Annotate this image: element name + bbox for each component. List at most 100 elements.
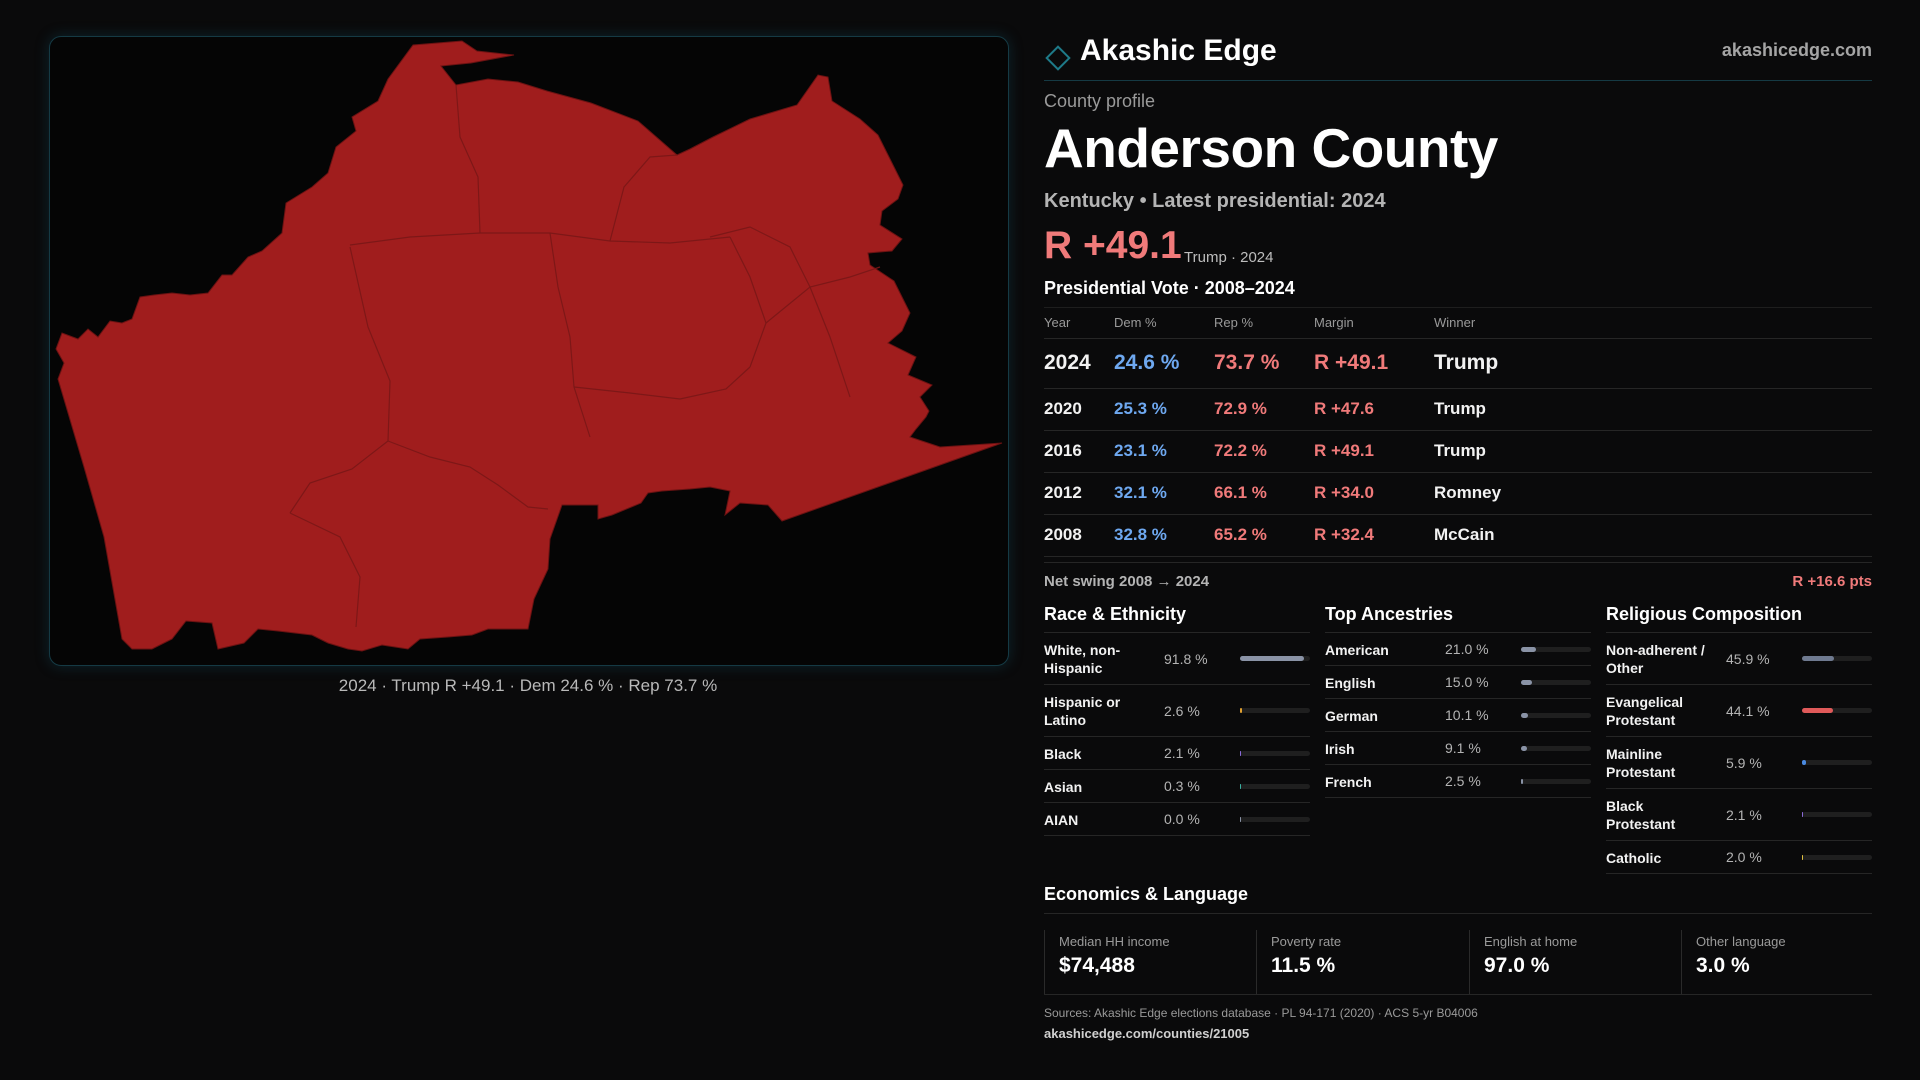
vote-table: Year Dem % Rep % Margin Winner 2024 24.6… [1044, 307, 1872, 557]
ancestry-bar-track [1521, 680, 1591, 685]
ancestry-value: 10.1 % [1445, 707, 1489, 723]
cell-margin: R +32.4 [1314, 525, 1375, 544]
ancestry-label: English [1325, 675, 1376, 691]
cell-year: 2008 [1044, 525, 1082, 544]
county-subtitle: Kentucky • Latest presidential: 2024 [1044, 190, 1386, 212]
stat-value: $74,488 [1059, 954, 1135, 977]
table-row: 2020 25.3 % 72.9 % R +47.6 Trump [1044, 389, 1872, 431]
table-row: 2008 32.8 % 65.2 % R +32.4 McCain [1044, 515, 1872, 557]
ancestry-bar-track [1521, 779, 1591, 784]
list-item: Black Protestant 2.1 % [1606, 789, 1872, 841]
list-item: Hispanic or Latino 2.6 % [1044, 685, 1310, 737]
race-label: Asian [1044, 779, 1083, 795]
race-ethnicity-section: Race & Ethnicity White, non-Hispanic 91.… [1044, 604, 1310, 836]
cell-year: 2024 [1044, 351, 1091, 374]
list-item: American 21.0 % [1325, 633, 1591, 666]
vote-table-header: Year Dem % Rep % Margin Winner [1044, 308, 1872, 339]
race-bar-track [1240, 656, 1310, 661]
list-item: English 15.0 % [1325, 666, 1591, 699]
stat-label: Median HH income [1059, 934, 1170, 949]
religion-bar-fill [1802, 812, 1804, 817]
county-map-panel[interactable] [49, 36, 1009, 666]
ancestry-label: American [1325, 642, 1389, 658]
map-caption: 2024 · Trump R +49.1 · Dem 24.6 % · Rep … [338, 676, 718, 695]
stat-value: 11.5 % [1271, 954, 1336, 977]
race-bar-fill [1240, 656, 1305, 661]
page-title: Anderson County [1044, 117, 1498, 179]
list-item: German 10.1 % [1325, 699, 1591, 732]
ancestry-label: German [1325, 708, 1378, 724]
religion-bar-track [1802, 760, 1872, 765]
stat-value: 3.0 % [1696, 954, 1750, 977]
race-bar-track [1240, 751, 1310, 756]
ancestry-value: 9.1 % [1445, 740, 1481, 756]
cell-rep: 72.2 % [1214, 441, 1267, 460]
religion-bar-track [1802, 656, 1872, 661]
religion-value: 44.1 % [1726, 703, 1770, 719]
cell-rep: 72.9 % [1214, 399, 1267, 418]
vote-section-title: Presidential Vote · 2008–2024 [1044, 278, 1295, 298]
divider [1044, 913, 1872, 914]
brand-url-link[interactable]: akashicedge.com [1721, 40, 1872, 60]
race-bar-fill [1240, 751, 1242, 756]
cell-rep: 65.2 % [1214, 525, 1267, 544]
religion-bar-fill [1802, 855, 1804, 860]
race-bar-track [1240, 708, 1310, 713]
religion-bar-track [1802, 708, 1872, 713]
table-row: 2024 24.6 % 73.7 % R +49.1 Trump [1044, 339, 1872, 389]
religion-label: Catholic [1606, 850, 1662, 866]
list-item: Black 2.1 % [1044, 737, 1310, 770]
religion-label: Non-adherent / Other [1606, 642, 1705, 676]
ancestry-value: 2.5 % [1445, 773, 1481, 789]
ancestry-value: 15.0 % [1445, 674, 1489, 690]
cell-dem: 24.6 % [1114, 351, 1180, 374]
cell-margin: R +34.0 [1314, 483, 1375, 502]
religion-value: 45.9 % [1726, 651, 1770, 667]
ancestry-bar-fill [1521, 647, 1536, 652]
religion-label: Mainline Protestant [1606, 746, 1676, 780]
cell-winner: Romney [1434, 483, 1502, 502]
religion-label: Evangelical Protestant [1606, 694, 1684, 728]
col-winner: Winner [1434, 315, 1476, 330]
stat-label: Other language [1696, 934, 1786, 949]
ancestry-section-title: Top Ancestries [1325, 604, 1591, 633]
county-map [55, 40, 1003, 652]
county-shape [55, 40, 1003, 652]
net-swing-label: Net swing 2008 → 2024 [1044, 573, 1210, 590]
net-swing-value: R +16.6 pts [1792, 573, 1872, 590]
religion-section-title: Religious Composition [1606, 604, 1872, 633]
ancestries-section: Top Ancestries American 21.0 % English 1… [1325, 604, 1591, 798]
ancestry-bar-track [1521, 746, 1591, 751]
race-value: 91.8 % [1164, 651, 1208, 667]
cell-margin: R +49.1 [1314, 351, 1389, 374]
headline-margin-note: Trump · 2024 [1184, 249, 1274, 266]
cell-dem: 23.1 % [1114, 441, 1167, 460]
cell-dem: 32.1 % [1114, 483, 1167, 502]
ancestry-bar-fill [1521, 779, 1523, 784]
race-label: White, non-Hispanic [1044, 642, 1121, 676]
religion-label: Black Protestant [1606, 798, 1676, 832]
sources-note: Sources: Akashic Edge elections database… [1044, 1006, 1478, 1020]
list-item: White, non-Hispanic 91.8 % [1044, 633, 1310, 685]
stat-other-language: Other language 3.0 % [1681, 930, 1873, 994]
table-row: 2016 23.1 % 72.2 % R +49.1 Trump [1044, 431, 1872, 473]
religion-bar-track [1802, 855, 1872, 860]
precinct-boundaries [289, 84, 881, 628]
cell-rep: 66.1 % [1214, 483, 1267, 502]
county-url-link[interactable]: akashicedge.com/counties/21005 [1044, 1026, 1250, 1041]
ancestry-bar-fill [1521, 746, 1528, 751]
stat-median-income: Median HH income $74,488 [1044, 930, 1257, 994]
list-item: Non-adherent / Other 45.9 % [1606, 633, 1872, 685]
col-margin: Margin [1314, 315, 1354, 330]
stat-value: 97.0 % [1484, 954, 1550, 977]
cell-year: 2016 [1044, 441, 1082, 460]
religion-section: Religious Composition Non-adherent / Oth… [1606, 604, 1872, 874]
stat-label: English at home [1484, 934, 1578, 949]
race-value: 0.0 % [1164, 811, 1200, 827]
stat-english-at-home: English at home 97.0 % [1469, 930, 1682, 994]
cell-winner: Trump [1434, 351, 1499, 374]
ancestry-bar-fill [1521, 713, 1529, 718]
diamond-logo-icon [1045, 45, 1071, 71]
cell-winner: Trump [1434, 399, 1486, 418]
cell-dem: 25.3 % [1114, 399, 1167, 418]
